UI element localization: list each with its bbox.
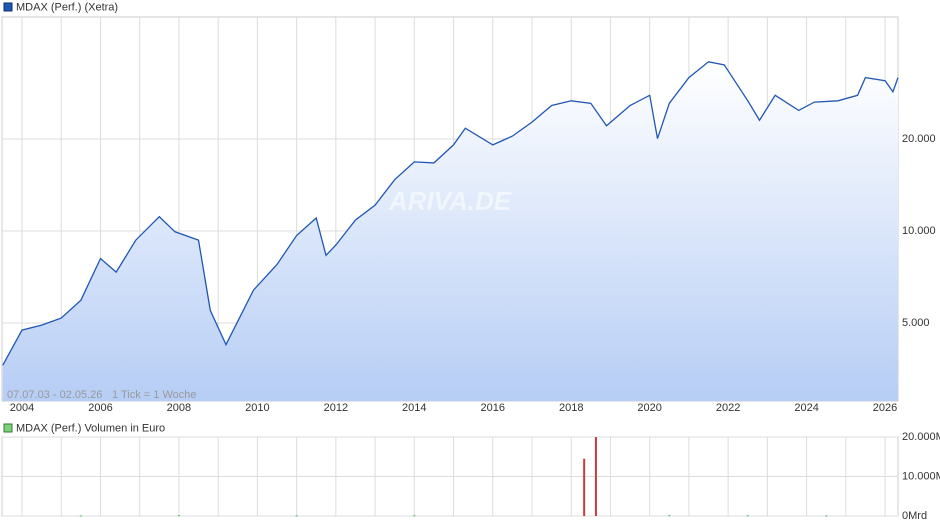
legend-title: MDAX (Perf.) (Xetra) [16,1,118,13]
volume-bar [79,515,82,517]
x-tick-label: 2022 [716,402,740,414]
x-tick-label: 2006 [88,402,112,414]
x-tick-label: 2010 [245,402,269,414]
volume-bar [295,515,298,517]
tick-note: 1 Tick = 1 Woche [112,389,196,401]
x-tick-label: 2014 [402,402,426,414]
volume-bar [746,515,749,517]
volume-bar [413,515,416,517]
x-tick-label: 2012 [324,402,348,414]
x-tick-label: 2026 [873,402,897,414]
x-tick-label: 2020 [637,402,661,414]
volume-bar [668,515,671,517]
x-tick-label: 2016 [481,402,505,414]
x-tick-label: 2024 [794,402,818,414]
legend-title: MDAX (Perf.) Volumen in Euro [16,422,165,434]
y-tick-label: 5.000 [902,317,930,329]
volume-bar [825,515,828,517]
volume-bar [583,458,586,516]
price-panel: 2004 2006 2008 2010 2012 2014 2016 2018 2020 2022… [1,16,940,522]
legend-swatch [3,423,13,433]
y-tick-label: 0Mrd [902,510,927,522]
line [2,61,899,366]
volume-bar [594,437,597,516]
x-tick-label: 2018 [559,402,583,414]
area [2,61,898,402]
watermark: ARIVA.DE [388,186,512,216]
y-tick-label: 20.000 [902,133,936,145]
x-tick-label: 2008 [167,402,191,414]
range-note: 07.07.03 - 02.05.26 [7,389,102,401]
volume-bar [177,515,180,517]
y-tick-label: 10.000 [902,225,936,237]
legend-swatch [3,2,13,12]
x-tick-label: 2004 [10,402,34,414]
